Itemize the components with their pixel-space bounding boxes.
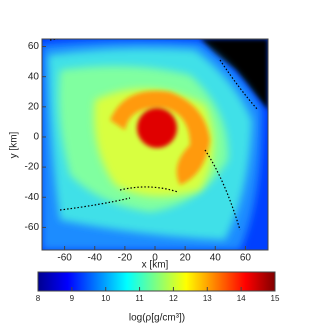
chart: x [km] y [km] log(ρ[g/cm³]) -60 -40 -20 0 20…: [9, 38, 280, 324]
y-tick-label: -40: [25, 192, 40, 203]
y-tick-label: 20: [28, 101, 40, 112]
colorbar-tick-label: 8: [36, 294, 41, 303]
x-tick-label: 60: [240, 253, 252, 264]
y-tick-label: -20: [25, 162, 40, 173]
y-tick-label: 0: [33, 132, 39, 143]
colorbar-tick-label: 10: [101, 294, 110, 303]
colorbar-label: log(ρ[g/cm³]): [129, 313, 185, 324]
colorbar-tick-label: 9: [70, 294, 75, 303]
x-tick-label: 20: [180, 253, 192, 264]
x-tick-label: 40: [210, 253, 222, 264]
colorbar-tick-label: 13: [203, 294, 212, 303]
x-tick-label: 0: [152, 253, 158, 264]
y-tick-label: 40: [28, 71, 40, 82]
y-tick-label: 60: [28, 41, 40, 52]
colorbar-tick-label: 11: [135, 294, 144, 303]
colorbar-tick-label: 12: [169, 294, 178, 303]
density-field: [42, 39, 268, 250]
colorbar: [37, 271, 276, 292]
y-axis-label: y [km]: [9, 131, 20, 158]
colorbar-tick-label: 15: [271, 294, 280, 303]
x-tick-label: -40: [88, 253, 103, 264]
colorbar-tick-label: 14: [237, 294, 246, 303]
x-axis-label: x [km]: [142, 260, 169, 271]
x-tick-label: -20: [118, 253, 133, 264]
x-tick-label: -60: [57, 253, 72, 264]
y-tick-label: -60: [25, 222, 40, 233]
